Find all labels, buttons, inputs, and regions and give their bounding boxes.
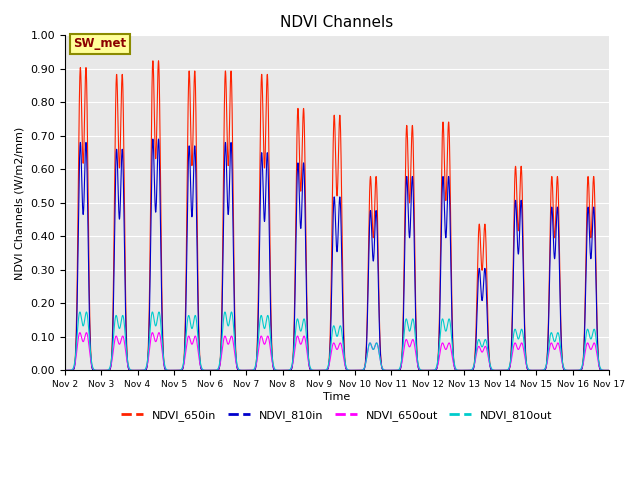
NDVI_650in [604,368,611,373]
NDVI_650out [412,353,420,359]
NDVI_810in [412,330,420,336]
Line: NDVI_650out: NDVI_650out [65,333,609,371]
NDVI_810out [605,368,613,373]
NDVI_650out [604,368,611,373]
NDVI_810out [490,367,497,373]
NDVI_810out [177,366,185,372]
X-axis label: Time: Time [323,392,351,402]
NDVI_650in [490,368,497,373]
Y-axis label: NDVI Channels (W/m2/mm): NDVI Channels (W/m2/mm) [15,126,25,279]
NDVI_650in [149,58,157,64]
NDVI_650out [265,335,273,341]
NDVI_810in [149,136,157,142]
NDVI_650out [490,367,497,373]
Line: NDVI_810out: NDVI_810out [65,312,609,371]
Line: NDVI_650in: NDVI_650in [65,61,609,371]
Legend: NDVI_650in, NDVI_810in, NDVI_650out, NDVI_810out: NDVI_650in, NDVI_810in, NDVI_650out, NDV… [117,406,557,425]
NDVI_650in [265,134,273,140]
NDVI_650in [172,368,180,373]
Title: NDVI Channels: NDVI Channels [280,15,394,30]
Text: SW_met: SW_met [73,37,126,50]
NDVI_650in [412,320,420,326]
NDVI_650out [61,368,69,373]
NDVI_810in [490,368,497,373]
NDVI_810out [604,368,611,373]
NDVI_810out [412,343,420,348]
NDVI_650out [172,368,180,373]
NDVI_810out [265,316,273,322]
NDVI_810in [605,368,613,373]
NDVI_810out [228,309,236,315]
NDVI_810out [172,368,179,373]
NDVI_810in [61,368,69,373]
NDVI_650out [178,367,186,372]
NDVI_810in [265,196,273,202]
NDVI_810in [178,367,186,373]
NDVI_810out [61,368,69,373]
NDVI_650in [61,368,69,373]
Line: NDVI_810in: NDVI_810in [65,139,609,371]
NDVI_650in [605,368,613,373]
NDVI_650in [178,367,186,373]
NDVI_650out [155,330,163,336]
NDVI_810in [604,368,611,373]
NDVI_650out [605,368,613,373]
NDVI_810in [172,368,180,373]
